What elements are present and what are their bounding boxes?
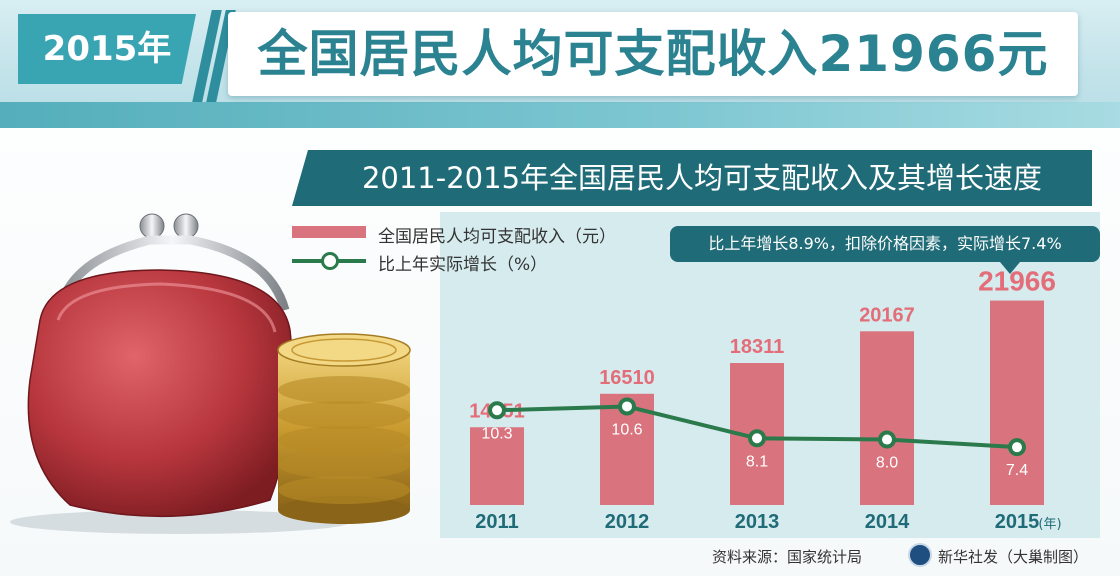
chart-title: 2011-2015年全国居民人均可支配收入及其增长速度 (361, 161, 1043, 195)
annotation-callout: 比上年增长8.9%，扣除价格因素，实际增长7.4% (670, 226, 1100, 262)
coin-stack (277, 333, 411, 524)
growth-point (878, 430, 896, 449)
legend-line-marker (321, 252, 339, 270)
purse-shadow (10, 510, 350, 534)
x-tick-label: 2012 (605, 511, 650, 533)
bar-value-label: 20167 (859, 304, 915, 326)
growth-value-label: 10.3 (481, 425, 512, 442)
growth-value-label: 8.1 (746, 453, 768, 470)
growth-value-label: 8.0 (876, 455, 898, 472)
banner-stripe (0, 102, 1120, 128)
growth-value-label: 7.4 (1006, 462, 1028, 479)
x-tick-label: 2014 (865, 511, 910, 533)
year-tag: 2015年 (18, 14, 196, 84)
bar-value-label: 16510 (599, 367, 655, 389)
x-tick-label: 2015 (995, 511, 1040, 533)
legend-line-label: 比上年实际增长（%） (378, 255, 548, 275)
annotation-tail (1000, 262, 1020, 274)
xinhua-logo-icon (908, 543, 932, 567)
credit-note: 新华社发（大巢制图） (938, 548, 1089, 566)
growth-point (748, 429, 766, 448)
bar-2014 (860, 331, 914, 505)
purse-clasp (55, 213, 290, 312)
bar-value-label: 21966 (978, 266, 1056, 297)
growth-point (618, 397, 636, 416)
legend-bar-label: 全国居民人均可支配收入（元） (378, 227, 616, 247)
page-title: 全国居民人均可支配收入21966元 (257, 25, 1049, 83)
growth-point (488, 401, 506, 420)
source-note: 资料来源：国家统计局 (712, 548, 863, 566)
bar-value-label: 18311 (730, 336, 785, 358)
legend-bar-swatch (292, 226, 366, 238)
growth-value-label: 10.6 (611, 421, 642, 438)
chart-title-bar: 2011-2015年全国居民人均可支配收入及其增长速度 (292, 150, 1092, 206)
x-tick-label: 2011 (475, 511, 518, 533)
headline-box: 全国居民人均可支配收入21966元 (228, 12, 1078, 96)
x-unit-label: (年) (1038, 517, 1061, 532)
purse-coins-illustration (10, 213, 411, 534)
bar-2015 (990, 300, 1044, 505)
bar-2011 (470, 427, 524, 505)
x-tick-label: 2013 (735, 511, 780, 533)
growth-point (1008, 438, 1026, 457)
